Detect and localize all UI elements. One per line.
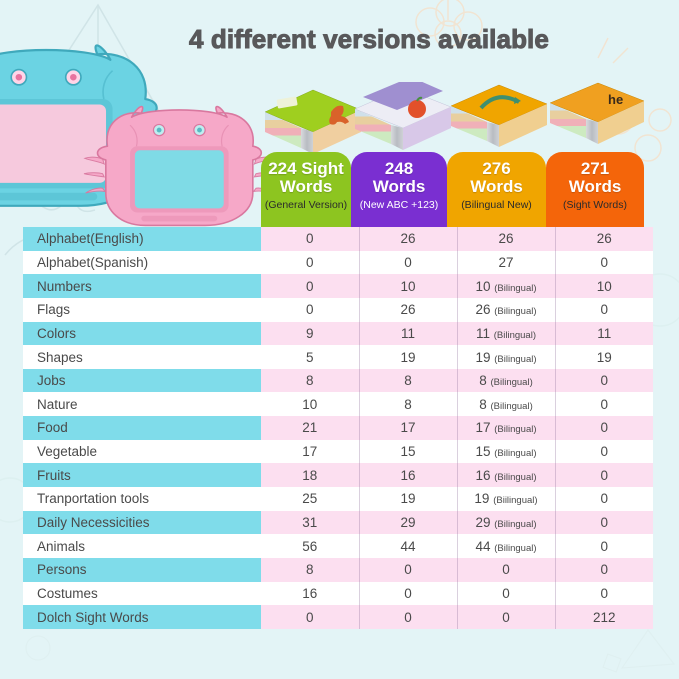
- svg-text:he: he: [608, 92, 623, 107]
